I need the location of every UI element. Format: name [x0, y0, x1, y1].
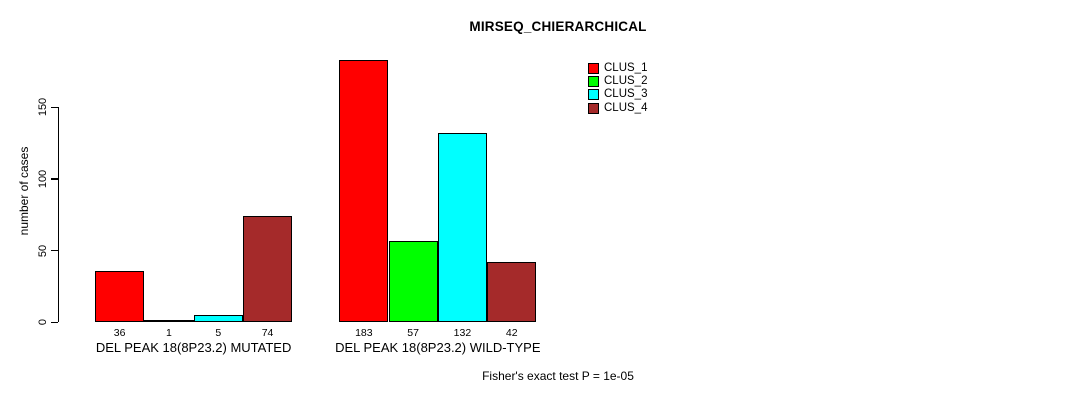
bar-value-label: 1 [166, 326, 172, 339]
legend-swatch [588, 63, 599, 75]
y-axis-line [58, 107, 60, 323]
bar-value-label: 42 [505, 326, 518, 339]
bar-value-label: 57 [407, 326, 419, 339]
bar-clus_3 [193, 315, 243, 323]
legend-item-clus_4: CLUS_4 [588, 102, 647, 115]
legend: CLUS_1 CLUS_2 CLUS_3 CLUS_4 [588, 62, 647, 115]
bar-clus_3 [437, 133, 488, 323]
bar-value-label: 183 [355, 326, 373, 339]
bar-clus_1 [95, 270, 145, 323]
y-tick-mark [51, 249, 58, 252]
bar-clus_4 [242, 216, 293, 323]
legend-item-clus_1: CLUS_1 [588, 62, 647, 75]
y-tick-label: 150 [37, 98, 49, 117]
legend-label: CLUS_4 [604, 101, 648, 114]
legend-label: CLUS_3 [604, 88, 648, 101]
y-tick-label: 50 [37, 244, 49, 257]
bar-value-label: 36 [113, 326, 126, 339]
y-tick-mark [51, 178, 58, 180]
y-tick-label: 100 [37, 169, 49, 189]
group-label: DEL PEAK 18(8P23.2) MUTATED [95, 340, 292, 355]
bar-value-label: 132 [453, 326, 472, 339]
y-tick-mark [51, 321, 58, 323]
stat-test-footnote: Fisher's exact test P = 1e-05 [482, 369, 634, 383]
legend-swatch [588, 76, 599, 88]
bar-value-label: 74 [261, 326, 274, 339]
y-tick-label: 0 [37, 319, 49, 326]
y-axis-label: number of cases [17, 146, 31, 236]
legend-swatch [588, 89, 599, 101]
legend-label: CLUS_1 [604, 62, 648, 74]
bar-value-label: 5 [215, 326, 222, 339]
bar-clus_2 [144, 319, 194, 323]
bar-clus_4 [487, 262, 537, 323]
bar-clus_2 [388, 240, 438, 323]
legend-swatch [588, 102, 599, 114]
legend-item-clus_2: CLUS_2 [588, 75, 647, 88]
bar-clus_1 [339, 60, 389, 323]
legend-label: CLUS_2 [604, 75, 648, 88]
y-tick-mark [51, 106, 58, 108]
chart-title: MIRSEQ_CHIERARCHICAL [469, 19, 647, 34]
legend-item-clus_3: CLUS_3 [588, 88, 647, 101]
group-label: DEL PEAK 18(8P23.2) WILD-TYPE [335, 340, 541, 355]
